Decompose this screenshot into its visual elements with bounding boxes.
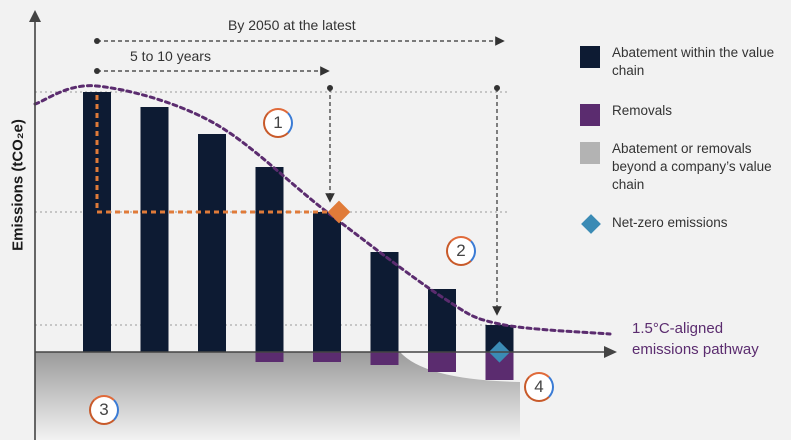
- legend-swatch-abatement: [580, 46, 600, 68]
- removals-bar-4: [313, 352, 341, 362]
- abatement-bar-6: [428, 289, 456, 352]
- marker-4: 4: [524, 372, 554, 402]
- legend-item-abatement: Abatement within the value chain: [580, 44, 785, 80]
- pathway-label-line-1: 1.5°C-aligned: [632, 320, 724, 337]
- abatement-bar-5: [370, 252, 399, 352]
- removals-bar-3: [255, 352, 284, 362]
- legend: Abatement within the value chain Removal…: [580, 44, 785, 234]
- span-label-2050: By 2050 at the latest: [228, 17, 356, 33]
- legend-swatch-beyond: [580, 142, 600, 164]
- legend-swatch-removals: [580, 104, 600, 126]
- legend-label-beyond: Abatement or removals beyond a company’s…: [612, 141, 772, 192]
- removals-bar-5: [370, 352, 399, 365]
- span-label-5-10: 5 to 10 years: [130, 48, 211, 64]
- y-axis-arrow: [29, 10, 41, 22]
- abatement-bar-2: [198, 134, 226, 352]
- legend-label-removals: Removals: [612, 103, 673, 118]
- legend-item-beyond: Abatement or removals beyond a company’s…: [580, 140, 785, 194]
- legend-item-net-zero: Net-zero emissions: [580, 214, 785, 234]
- removals-bar-6: [428, 352, 456, 372]
- x-axis-arrow: [604, 346, 617, 358]
- pathway-label: 1.5°C-aligned emissions pathway: [632, 318, 759, 360]
- intermediate-target-guide: [95, 95, 327, 214]
- abatement-bar-4: [313, 212, 341, 352]
- marker-1: 1: [263, 108, 293, 138]
- pathway-label-line-2: emissions pathway: [632, 341, 759, 358]
- marker-3: 3: [89, 395, 119, 425]
- beyond-value-chain-area: [35, 352, 520, 440]
- marker-2: 2: [446, 236, 476, 266]
- axes-group: [29, 10, 617, 440]
- legend-item-removals: Removals: [580, 102, 785, 126]
- y-axis-label: Emissions (tCO₂e): [9, 119, 27, 251]
- legend-label-abatement: Abatement within the value chain: [612, 45, 775, 78]
- legend-label-net-zero: Net-zero emissions: [612, 215, 728, 230]
- legend-swatch-net-zero: [581, 214, 601, 234]
- bars-group: [83, 92, 514, 380]
- abatement-bar-3: [255, 167, 284, 352]
- abatement-bar-1: [140, 107, 169, 352]
